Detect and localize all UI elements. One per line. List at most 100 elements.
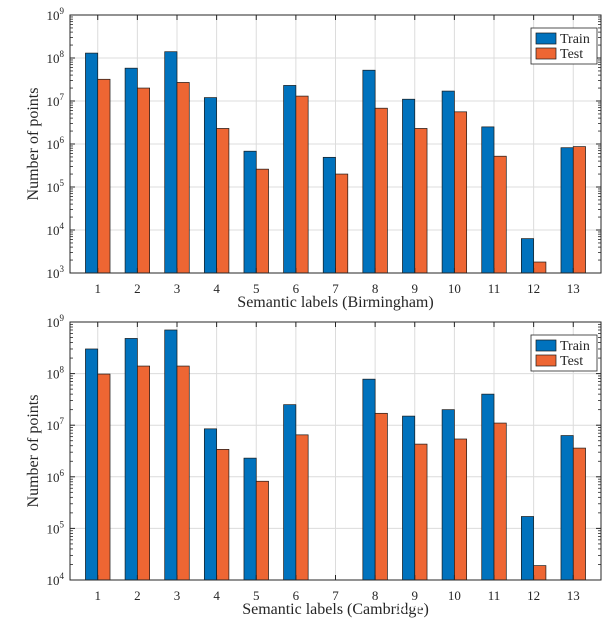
y-tick-label: 104 — [47, 571, 65, 588]
legend-label-test: Test — [560, 47, 583, 62]
x-tick-label: 2 — [134, 281, 141, 296]
plot-frame — [69, 321, 602, 581]
bar-train-13 — [560, 147, 574, 274]
x-tick-label: 10 — [448, 588, 461, 603]
x-axis-label: Semantic labels (Birmingham) — [237, 294, 433, 311]
x-tick-label: 3 — [174, 588, 181, 603]
legend-swatch-test — [535, 354, 557, 367]
bar-test-4 — [216, 128, 230, 274]
bar-train-12 — [520, 238, 534, 274]
legend-swatch-test — [535, 47, 557, 60]
x-tick-label: 5 — [253, 281, 260, 296]
y-tick-label: 109 — [47, 6, 65, 23]
bar-test-13 — [572, 447, 586, 581]
x-tick-label: 2 — [134, 588, 141, 603]
bar-train-8 — [362, 69, 376, 274]
y-tick-label: 109 — [47, 313, 65, 330]
bar-train-3 — [164, 329, 178, 581]
bar-train-4 — [203, 97, 217, 274]
x-tick-label: 12 — [527, 588, 540, 603]
x-tick-label: 12 — [527, 281, 540, 296]
bar-test-7 — [335, 173, 349, 274]
legend-swatch-train — [535, 339, 557, 352]
bar-test-3 — [176, 365, 190, 581]
legend-label-train: Train — [560, 32, 590, 47]
x-tick-label: 4 — [213, 588, 220, 603]
x-tick-label: 8 — [372, 588, 379, 603]
x-tick-label: 5 — [253, 588, 260, 603]
x-axis-label: Semantic labels (Cambridge) — [242, 601, 429, 618]
bar-test-9 — [414, 128, 428, 274]
x-tick-label: 13 — [567, 588, 580, 603]
bar-test-12 — [533, 261, 547, 274]
bar-train-2 — [124, 67, 138, 274]
bar-train-5 — [243, 457, 257, 581]
legend-label-test: Test — [560, 354, 583, 369]
bar-train-1 — [85, 348, 99, 581]
x-tick-label: 9 — [412, 281, 419, 296]
bar-train-6 — [283, 404, 297, 581]
x-tick-label: 11 — [488, 281, 501, 296]
x-tick-label: 1 — [94, 281, 101, 296]
bar-train-3 — [164, 51, 178, 274]
bar-test-5 — [255, 168, 269, 274]
bar-train-7 — [322, 156, 336, 274]
x-tick-label: 11 — [488, 588, 501, 603]
bar-train-1 — [85, 52, 99, 274]
bar-train-11 — [481, 393, 495, 581]
x-tick-label: 8 — [372, 281, 379, 296]
bar-test-11 — [493, 155, 507, 274]
bar-test-2 — [137, 87, 151, 274]
y-tick-label: 107 — [47, 416, 65, 433]
bar-train-2 — [124, 338, 138, 581]
bar-train-11 — [481, 126, 495, 274]
bar-train-6 — [283, 85, 297, 274]
y-tick-label: 106 — [47, 468, 65, 485]
bar-test-4 — [216, 449, 230, 581]
x-tick-label: 7 — [332, 281, 339, 296]
bar-train-9 — [402, 415, 416, 581]
bar-test-3 — [176, 82, 190, 274]
bar-train-8 — [362, 378, 376, 581]
plot-frame — [69, 14, 602, 274]
y-axis-label: Number of points — [25, 395, 42, 508]
y-tick-label: 106 — [47, 135, 65, 152]
bar-train-5 — [243, 150, 257, 274]
x-tick-label: 6 — [293, 281, 300, 296]
y-tick-label: 105 — [47, 519, 65, 536]
x-tick-label: 10 — [448, 281, 461, 296]
y-tick-label: 104 — [47, 221, 65, 238]
bar-test-8 — [374, 107, 388, 274]
watermark: 知乎 @Qingyong Hu — [396, 599, 534, 616]
bar-test-10 — [454, 111, 468, 274]
y-tick-label: 108 — [47, 49, 65, 66]
bar-train-4 — [203, 428, 217, 581]
y-tick-label: 105 — [47, 178, 65, 195]
bar-test-11 — [493, 422, 507, 581]
bar-test-1 — [97, 373, 111, 581]
x-tick-label: 7 — [332, 588, 339, 603]
bar-test-13 — [572, 146, 586, 274]
bar-train-13 — [560, 435, 574, 581]
y-axis-label: Number of points — [25, 88, 42, 201]
x-tick-label: 1 — [94, 588, 101, 603]
bar-test-1 — [97, 78, 111, 274]
x-tick-label: 4 — [213, 281, 220, 296]
legend-label-train: Train — [560, 339, 590, 354]
bar-train-10 — [441, 409, 455, 581]
x-tick-label: 3 — [174, 281, 181, 296]
bar-test-9 — [414, 443, 428, 581]
y-tick-label: 103 — [47, 264, 65, 281]
bar-test-10 — [454, 438, 468, 581]
bar-test-5 — [255, 480, 269, 581]
x-tick-label: 6 — [293, 588, 300, 603]
y-tick-label: 107 — [47, 92, 65, 109]
bar-train-12 — [520, 516, 534, 581]
x-tick-label: 9 — [412, 588, 419, 603]
x-tick-label: 13 — [567, 281, 580, 296]
